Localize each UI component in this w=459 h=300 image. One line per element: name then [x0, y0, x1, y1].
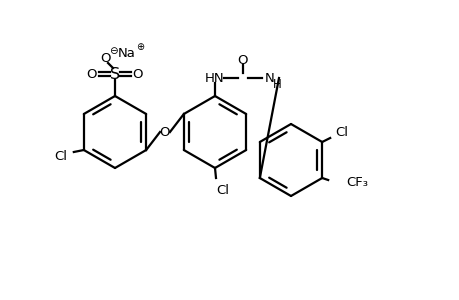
Text: CF₃: CF₃ — [346, 176, 367, 188]
Text: Cl: Cl — [335, 125, 348, 139]
Text: O: O — [159, 125, 170, 139]
Text: O: O — [101, 52, 111, 64]
Text: H: H — [272, 77, 281, 91]
Text: ⊕: ⊕ — [136, 42, 144, 52]
Text: Cl: Cl — [216, 184, 229, 197]
Text: Na: Na — [118, 46, 136, 59]
Text: O: O — [133, 68, 143, 80]
Text: O: O — [237, 53, 248, 67]
Text: S: S — [110, 67, 120, 82]
Text: N: N — [264, 71, 274, 85]
Text: HN: HN — [205, 71, 224, 85]
Text: Cl: Cl — [54, 149, 67, 163]
Text: ⊖: ⊖ — [108, 46, 117, 56]
Text: O: O — [87, 68, 97, 80]
